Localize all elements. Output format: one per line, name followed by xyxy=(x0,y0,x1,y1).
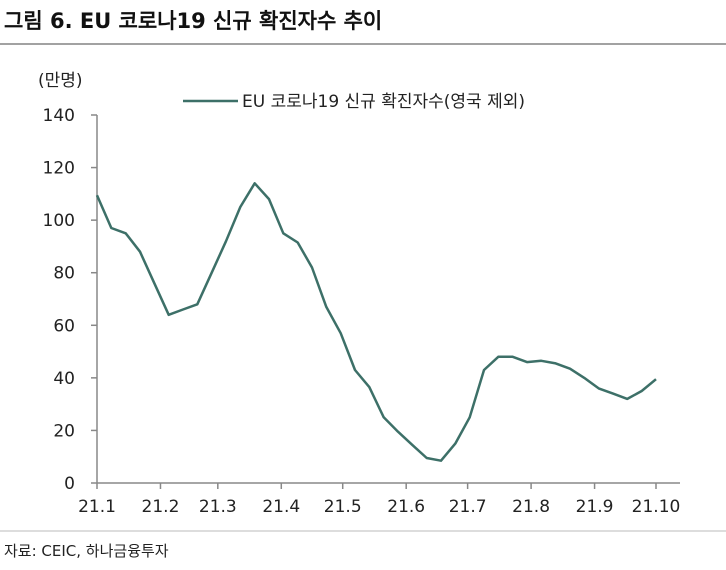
source-note: 자료: CEIC, 하나금융투자 xyxy=(4,542,169,560)
tick-labels: 0 20 40 60 80 100 120 140 21.1 21.2 21.3 21.4 21.5 21… xyxy=(43,106,681,517)
x-tick-label: 21.10 xyxy=(632,497,681,517)
y-tick-label: 140 xyxy=(43,106,75,126)
x-tick-label: 21.9 xyxy=(576,497,614,517)
y-tick-label: 120 xyxy=(43,159,75,179)
y-tick-label: 0 xyxy=(64,474,75,494)
y-tick-label: 20 xyxy=(53,421,75,441)
x-tick-label: 21.8 xyxy=(512,497,550,517)
y-axis-unit: (만명) xyxy=(38,71,83,91)
x-tick-label: 21.5 xyxy=(324,497,362,517)
y-tick-label: 40 xyxy=(53,369,75,389)
x-tick-label: 21.1 xyxy=(78,497,116,517)
y-tick-label: 80 xyxy=(53,264,75,284)
x-tick-label: 21.6 xyxy=(387,497,425,517)
x-tick-label: 21.3 xyxy=(199,497,237,517)
series-line xyxy=(95,182,657,462)
x-tick-label: 21.7 xyxy=(449,497,487,517)
y-tick-label: 60 xyxy=(53,316,75,336)
y-tick-label: 100 xyxy=(43,211,75,231)
legend: EU 코로나19 신규 확진자수(영국 제외) xyxy=(183,92,525,112)
figure-title: 그림 6. EU 코로나19 신규 확진자수 추이 xyxy=(4,9,382,33)
x-tick-label: 21.4 xyxy=(262,497,300,517)
x-tick-label: 21.2 xyxy=(142,497,180,517)
axes xyxy=(91,114,680,489)
legend-label: EU 코로나19 신규 확진자수(영국 제외) xyxy=(242,92,525,112)
